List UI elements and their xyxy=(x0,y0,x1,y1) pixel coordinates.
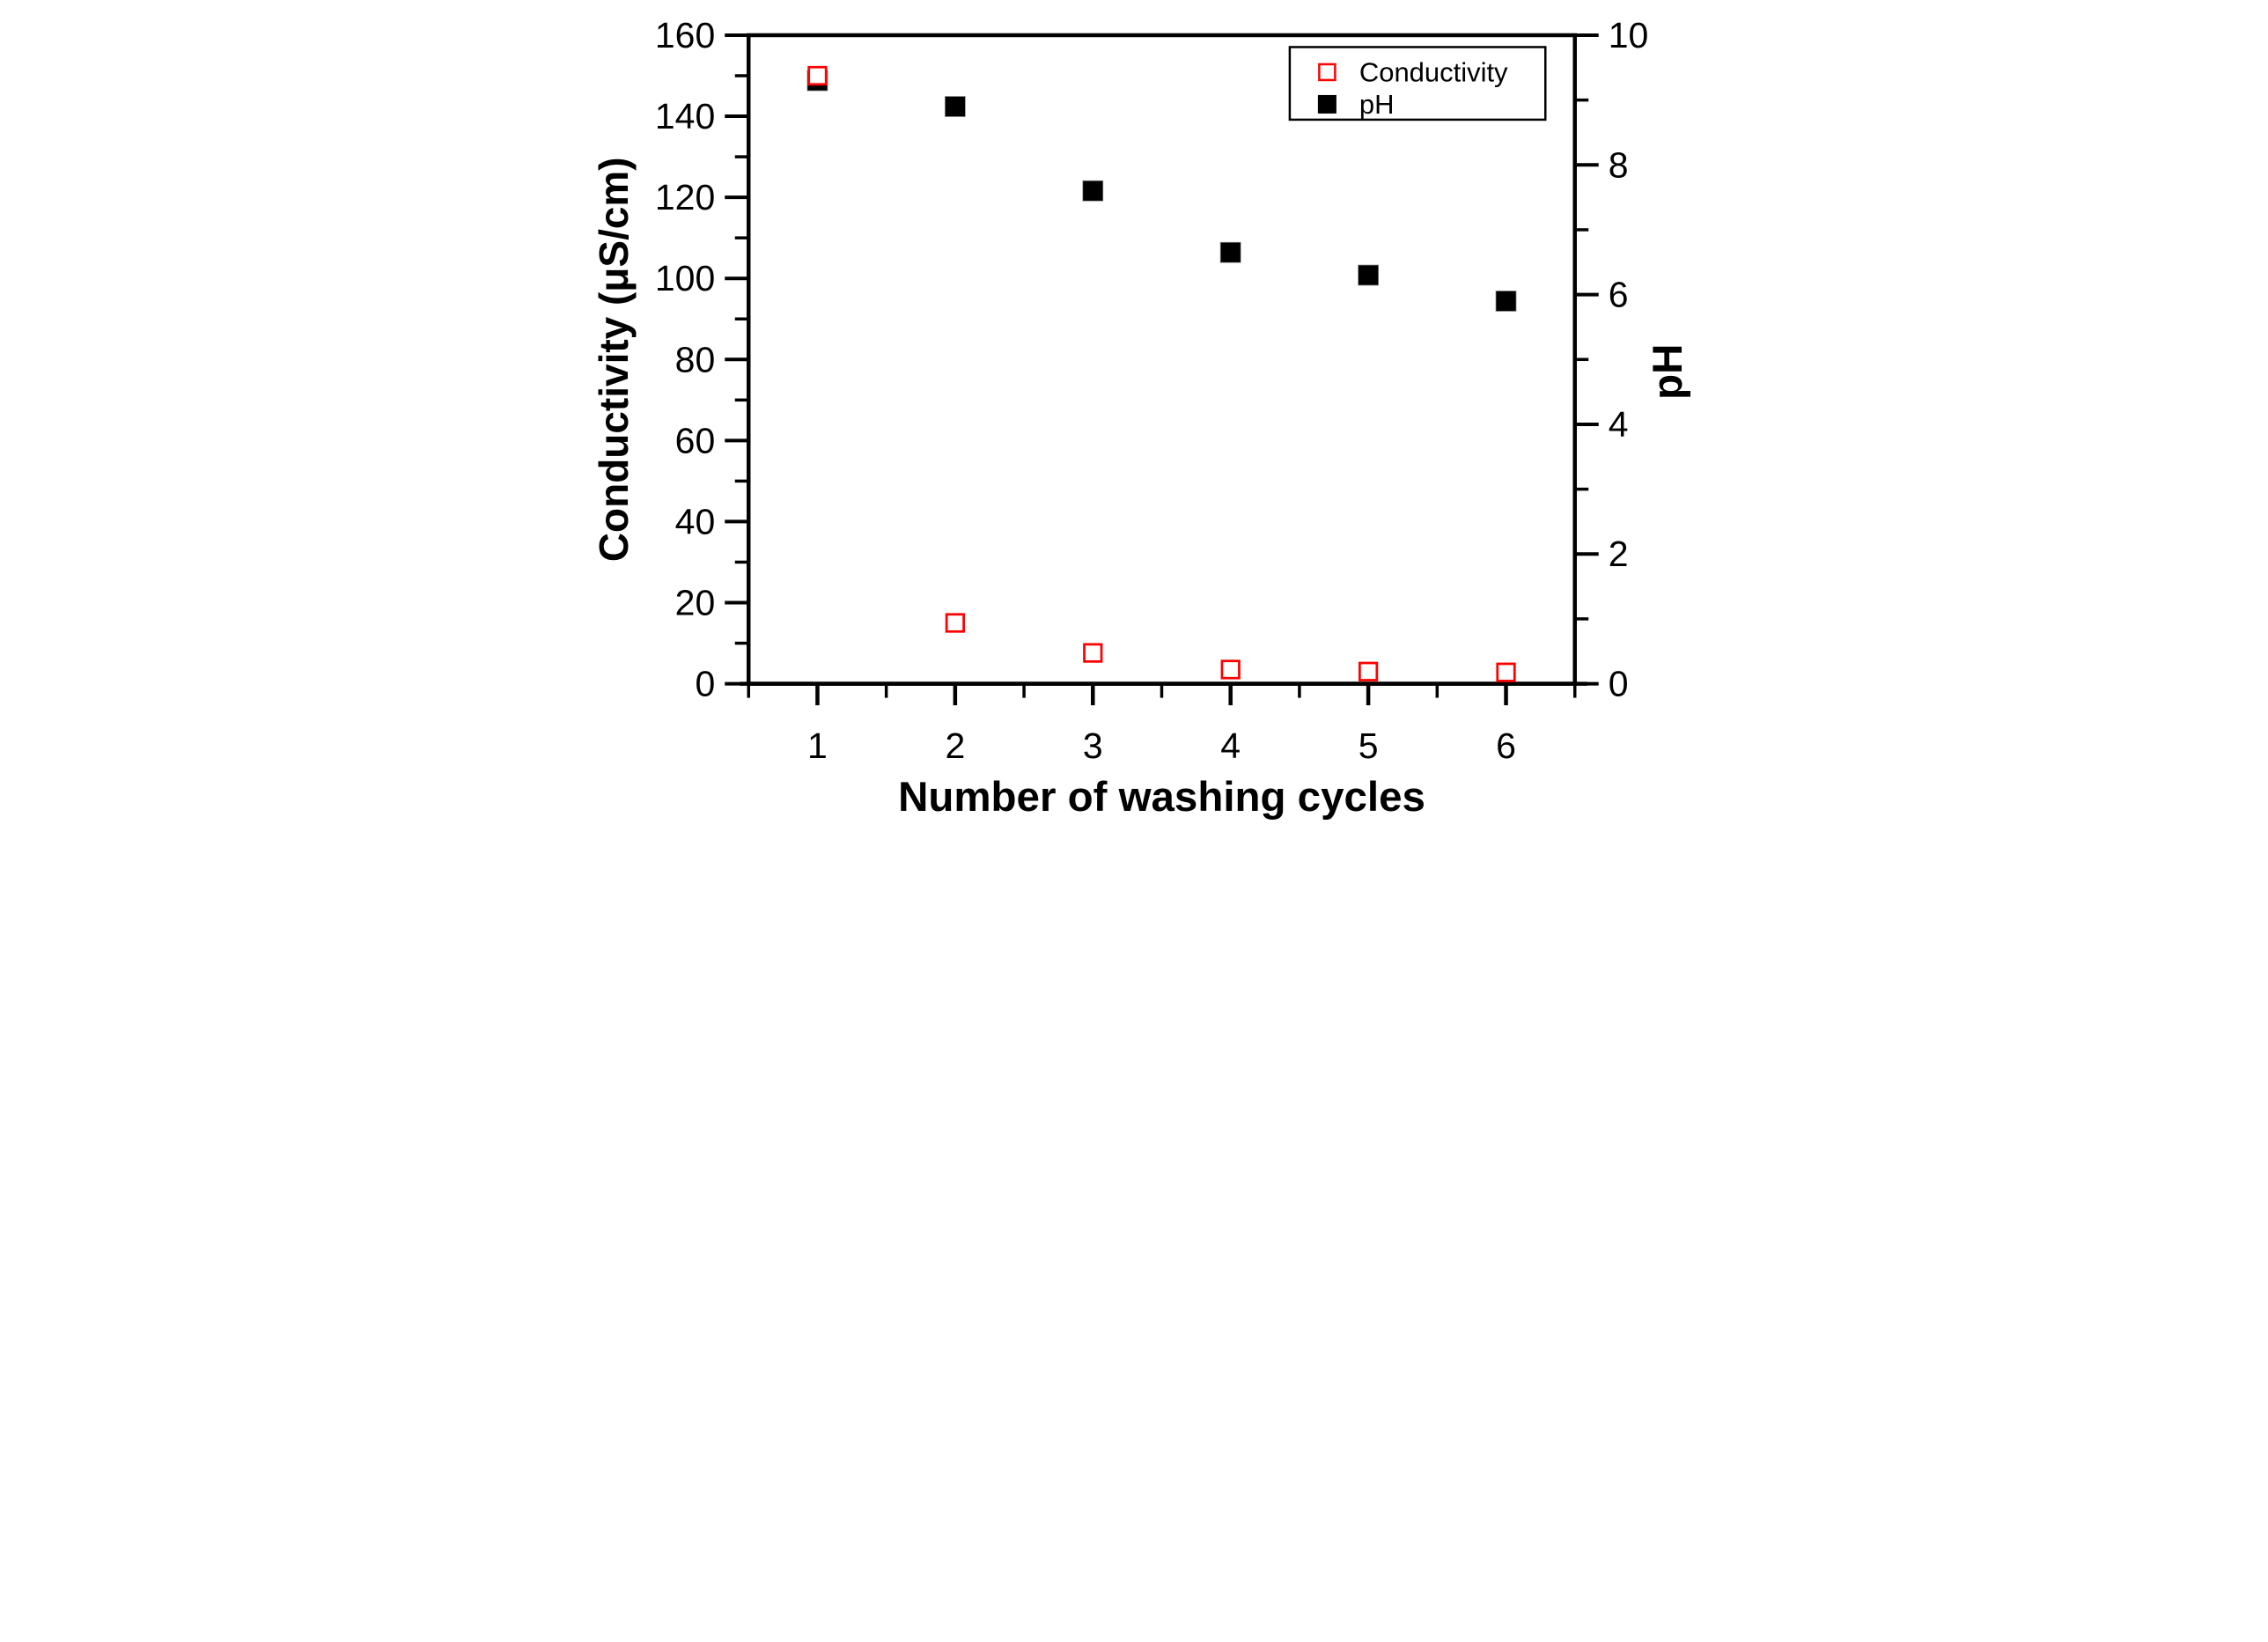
right-axis-tick-label: 8 xyxy=(1609,144,1629,185)
data-point-conductivity-x3 xyxy=(1083,643,1103,663)
left-axis-tick-label: 60 xyxy=(675,420,716,460)
legend-label: Conductivity xyxy=(1359,56,1508,87)
data-point-ph-x6 xyxy=(1495,291,1517,312)
data-point-conductivity-x6 xyxy=(1496,662,1516,682)
x-axis-tick-label: 3 xyxy=(1083,725,1103,766)
right-axis-tick-label: 4 xyxy=(1609,404,1629,445)
right-axis-tick-label: 10 xyxy=(1609,15,1649,55)
right-axis-title: pH xyxy=(1645,344,1691,400)
right-axis-tick-label: 6 xyxy=(1609,275,1629,315)
x-axis-title: Number of washing cycles xyxy=(898,774,1425,821)
left-axis-tick-label: 140 xyxy=(655,96,715,136)
data-point-conductivity-x4 xyxy=(1220,659,1241,680)
x-axis-tick-label: 1 xyxy=(807,725,828,766)
x-axis-tick-label: 6 xyxy=(1496,725,1516,766)
plot-background xyxy=(567,0,1701,821)
data-point-conductivity-x2 xyxy=(945,613,965,633)
data-point-ph-x5 xyxy=(1358,264,1379,286)
chart-figure: 0 20 40 60 80 100 120 140 160 0 2 4 6 8 10 1 2 3 4 5 6 Conduc… xyxy=(567,0,1701,821)
legend-label: pH xyxy=(1359,89,1395,120)
x-axis-tick-label: 2 xyxy=(945,725,965,766)
x-axis-tick-label: 4 xyxy=(1220,725,1241,766)
left-axis-tick-label: 40 xyxy=(675,501,716,541)
left-axis-title: Conductivity (μS/cm) xyxy=(591,157,637,562)
legend-marker-open-square-icon xyxy=(1318,63,1336,82)
data-point-ph-x4 xyxy=(1219,241,1241,263)
left-axis-tick-label: 80 xyxy=(675,339,716,379)
legend-marker-filled-square-icon xyxy=(1317,94,1336,114)
right-axis-tick-label: 0 xyxy=(1609,664,1629,704)
left-axis-tick-label: 100 xyxy=(655,258,715,298)
data-point-ph-x3 xyxy=(1082,180,1104,202)
left-axis-tick-label: 120 xyxy=(655,177,715,217)
data-point-ph-x2 xyxy=(944,96,966,117)
data-point-conductivity-x1 xyxy=(807,65,828,86)
left-axis-tick-label: 160 xyxy=(655,15,715,55)
x-axis-tick-label: 5 xyxy=(1359,725,1379,766)
right-axis-tick-label: 2 xyxy=(1609,534,1629,574)
left-axis-tick-label: 20 xyxy=(675,583,716,623)
left-axis-tick-label: 0 xyxy=(695,664,715,704)
data-point-conductivity-x5 xyxy=(1358,661,1379,681)
